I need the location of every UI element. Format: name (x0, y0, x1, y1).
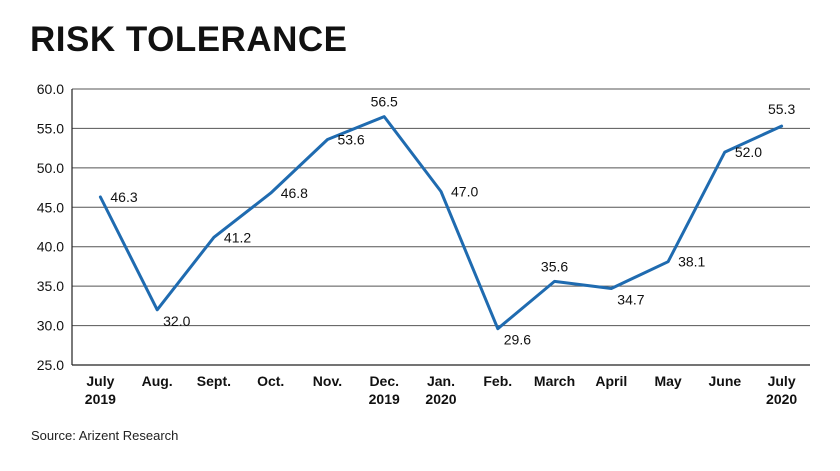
y-tick-label: 50.0 (37, 160, 64, 176)
x-tick-label: April (595, 373, 627, 389)
y-tick-label: 60.0 (37, 81, 64, 97)
y-tick-label: 35.0 (37, 278, 64, 294)
data-label: 34.7 (617, 292, 644, 308)
data-label: 46.8 (281, 185, 308, 201)
data-label: 56.5 (371, 94, 398, 110)
x-tick-label: Dec. (369, 373, 399, 389)
y-tick-label: 45.0 (37, 199, 64, 215)
y-tick-label: 40.0 (37, 239, 64, 255)
x-tick-label: March (534, 373, 575, 389)
data-label: 35.6 (541, 258, 568, 274)
x-tick-label: May (654, 373, 681, 389)
chart-title: RISK TOLERANCE (30, 20, 348, 59)
data-label: 32.0 (163, 313, 190, 329)
data-label: 41.2 (224, 229, 251, 245)
data-label: 52.0 (735, 144, 762, 160)
line-chart: 25.0 30.0 35.0 40.0 45.0 50.0 55.0 60.0 July 2019… (37, 81, 810, 407)
y-tick-label: 25.0 (37, 357, 64, 373)
x-tick-label: Feb. (483, 373, 512, 389)
x-tick-label: Aug. (142, 373, 173, 389)
x-tick-label: July (86, 373, 114, 389)
x-tick-label: July (768, 373, 796, 389)
x-tick-label: Sept. (197, 373, 231, 389)
x-tick-label: Nov. (313, 373, 342, 389)
data-label: 55.3 (768, 101, 795, 117)
x-tick-label: 2020 (766, 391, 797, 407)
x-tick-label: Oct. (257, 373, 284, 389)
data-label: 46.3 (110, 189, 137, 205)
x-tick-label: 2019 (369, 391, 400, 407)
data-label: 47.0 (451, 184, 478, 200)
data-label: 38.1 (678, 254, 705, 270)
y-tick-label: 55.0 (37, 120, 64, 136)
y-tick-label: 30.0 (37, 318, 64, 334)
x-tick-label: Jan. (427, 373, 455, 389)
source-note: Source: Arizent Research (31, 428, 179, 443)
x-tick-label: 2020 (425, 391, 456, 407)
data-label: 53.6 (337, 131, 364, 147)
data-label: 29.6 (504, 332, 531, 348)
series-line (98, 115, 784, 331)
x-tick-label: June (709, 373, 742, 389)
x-tick-label: 2019 (85, 391, 116, 407)
